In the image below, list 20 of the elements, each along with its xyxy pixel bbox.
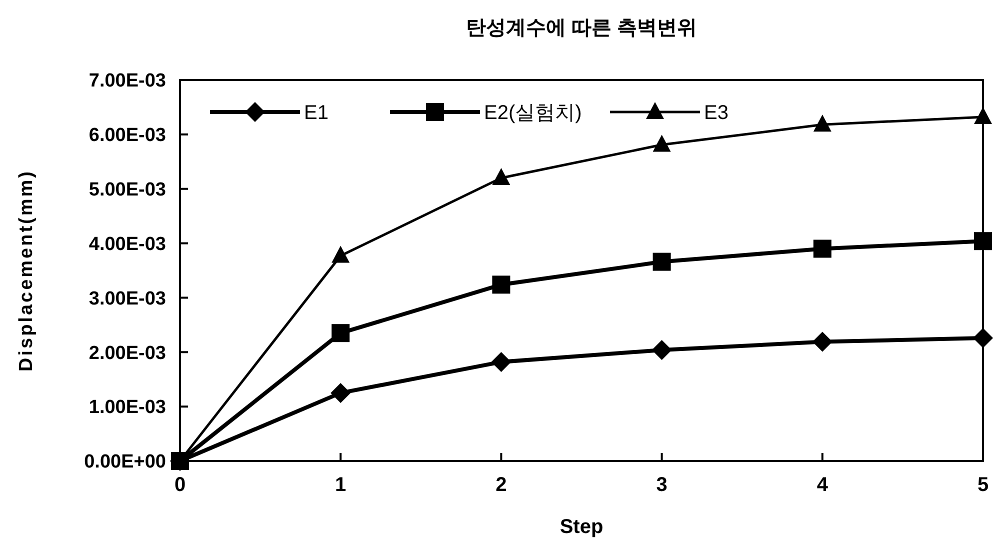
x-tick-label: 3 bbox=[656, 474, 668, 496]
x-tick-label: 5 bbox=[977, 474, 989, 496]
y-tick-label: 3.00E-03 bbox=[88, 288, 166, 310]
chart-title: 탄성계수에 따른 측벽변위 bbox=[466, 17, 698, 39]
x-tick-label: 4 bbox=[816, 474, 829, 496]
legend-label: E1 bbox=[304, 102, 328, 124]
y-tick-label: 6.00E-03 bbox=[88, 125, 166, 146]
legend-label: E3 bbox=[704, 102, 728, 124]
x-axis-title: Step bbox=[560, 516, 604, 538]
legend-label: E2(실험치) bbox=[484, 102, 582, 124]
y-axis-title: Displacement(mm) bbox=[16, 170, 37, 372]
y-tick-label: 1.00E-03 bbox=[88, 397, 166, 418]
x-tick-label: 2 bbox=[496, 474, 507, 496]
y-tick-label: 5.00E-03 bbox=[88, 180, 166, 201]
y-tick-label: 4.00E-03 bbox=[88, 234, 166, 255]
y-tick-label: 7.00E-03 bbox=[88, 70, 166, 92]
x-tick-label: 1 bbox=[335, 474, 346, 496]
y-tick-label: 0.00E+00 bbox=[84, 452, 166, 473]
x-tick-label: 0 bbox=[174, 474, 186, 496]
y-tick-label: 2.00E-03 bbox=[88, 342, 166, 364]
